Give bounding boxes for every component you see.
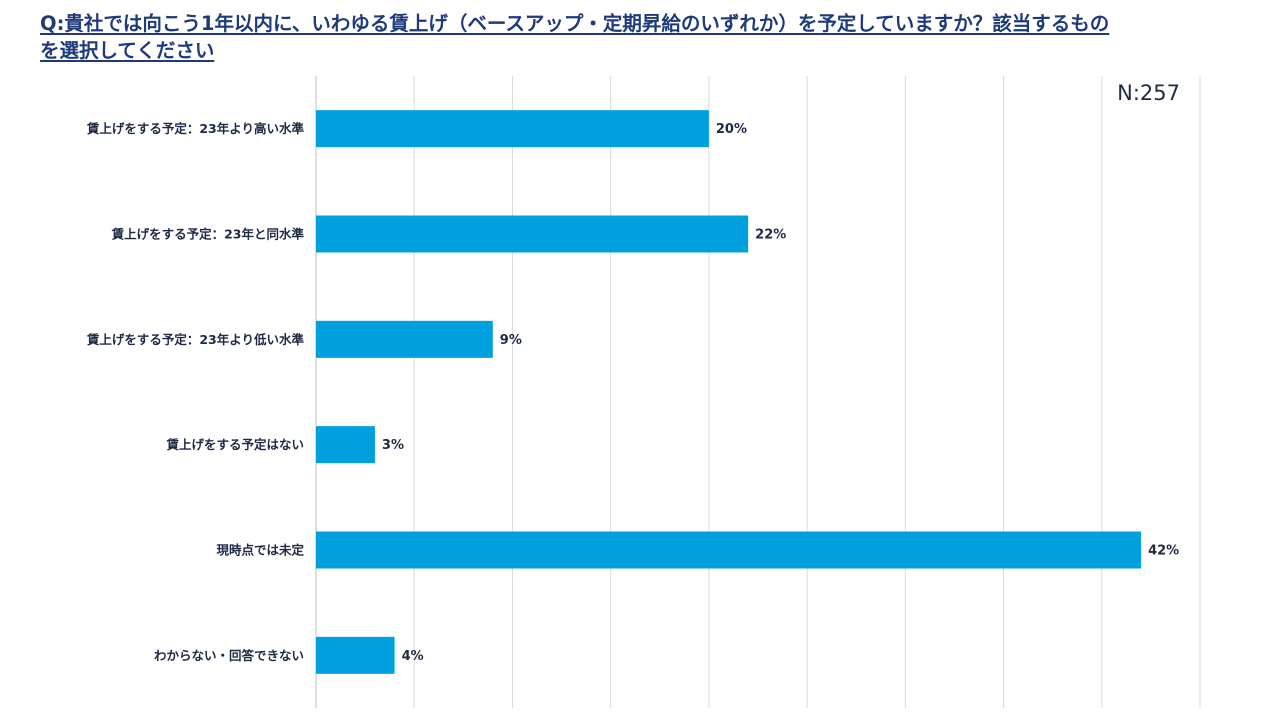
value-label: 20% xyxy=(716,122,747,137)
category-labels: 賃上げをする予定：23年より高い水準賃上げをする予定：23年と同水準賃上げをする… xyxy=(86,121,305,663)
value-label: 4% xyxy=(402,649,424,664)
bar xyxy=(316,320,493,358)
bar xyxy=(316,531,1142,569)
bar xyxy=(316,426,375,464)
value-label: 42% xyxy=(1148,544,1179,559)
value-label: 22% xyxy=(755,228,786,243)
question-title: Q:貴社では向こう1年以内に、いわゆる賃上げ（ベースアップ・定期昇給のいずれか）… xyxy=(40,10,1240,64)
sample-size-label: N:257 xyxy=(1117,81,1180,105)
category-label: 現時点では未定 xyxy=(216,543,304,558)
question-line-2: を選択してください xyxy=(40,39,215,62)
value-label: 3% xyxy=(382,438,404,453)
value-labels: 20% 22% 9% 3% 42% 4% xyxy=(382,122,1179,664)
question-line-1: Q:貴社では向こう1年以内に、いわゆる賃上げ（ベースアップ・定期昇給のいずれか）… xyxy=(40,12,1110,35)
bars xyxy=(316,110,1142,674)
category-label: 賃上げをする予定：23年より高い水準 xyxy=(86,121,305,136)
category-label: 賃上げをする予定はない xyxy=(165,437,304,452)
bar xyxy=(316,110,709,148)
gridlines xyxy=(315,76,1201,708)
category-label: 賃上げをする予定：23年より低い水準 xyxy=(86,332,305,347)
bar xyxy=(316,215,749,253)
bar xyxy=(316,636,395,674)
category-label: 賃上げをする予定：23年と同水準 xyxy=(111,227,305,242)
category-label: わからない・回答できない xyxy=(154,648,304,663)
value-label: 9% xyxy=(500,333,522,348)
